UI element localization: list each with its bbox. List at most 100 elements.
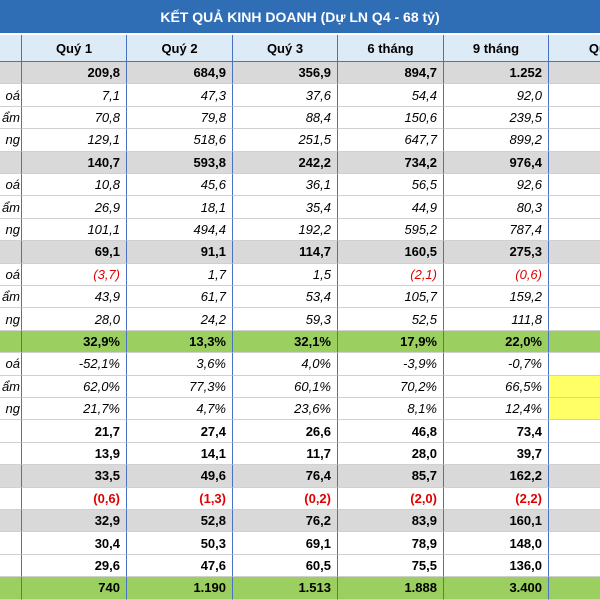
cell: 37,6 bbox=[233, 84, 338, 107]
cell: 12,4% bbox=[444, 398, 549, 421]
cell bbox=[549, 510, 600, 533]
cell: 14,1 bbox=[127, 442, 233, 466]
cell bbox=[549, 241, 600, 264]
cell: 60,5 bbox=[233, 554, 338, 578]
cell: 787,4 bbox=[444, 218, 549, 242]
cell: 162,2 bbox=[444, 465, 549, 488]
cell: 10,8 bbox=[22, 174, 127, 197]
cell bbox=[549, 196, 600, 219]
cell: 26,9 bbox=[22, 196, 127, 219]
cell: 91,1 bbox=[127, 241, 233, 264]
cell: 44,9 bbox=[338, 196, 444, 219]
cell: 47,6 bbox=[127, 554, 233, 578]
cell: 28,0 bbox=[22, 308, 127, 331]
cell bbox=[549, 174, 600, 197]
cell: 47,3 bbox=[127, 84, 233, 107]
cell: 39,7 bbox=[444, 442, 549, 466]
cell bbox=[549, 487, 600, 510]
cell bbox=[549, 353, 600, 376]
row-label: ẩm bbox=[0, 106, 22, 130]
cell: 77,3% bbox=[127, 375, 233, 398]
cell: (3,7) bbox=[22, 263, 127, 286]
cell: 3.400 bbox=[444, 577, 549, 600]
cell: 18,1 bbox=[127, 196, 233, 219]
cell: 4,0% bbox=[233, 353, 338, 376]
row-label: oá bbox=[0, 84, 22, 107]
cell: 78,9 bbox=[338, 532, 444, 555]
row-label: ng bbox=[0, 218, 22, 242]
cell: 894,7 bbox=[338, 62, 444, 85]
cell: 275,3 bbox=[444, 241, 549, 264]
row-label bbox=[0, 577, 22, 600]
cell: 66,5% bbox=[444, 375, 549, 398]
cell: 251,5 bbox=[233, 129, 338, 152]
cell: 32,9 bbox=[22, 510, 127, 533]
row-label: ẩm bbox=[0, 196, 22, 219]
cell: 593,8 bbox=[127, 151, 233, 174]
cell: 242,2 bbox=[233, 151, 338, 174]
cell: 192,2 bbox=[233, 218, 338, 242]
cell: 684,9 bbox=[127, 62, 233, 85]
cell: 160,1 bbox=[444, 510, 549, 533]
cell: 46,8 bbox=[338, 420, 444, 443]
cell: (2,1) bbox=[338, 263, 444, 286]
cell: 69,1 bbox=[233, 532, 338, 555]
cell: 3,6% bbox=[127, 353, 233, 376]
cell: 54,4 bbox=[338, 84, 444, 107]
cell bbox=[549, 532, 600, 555]
column-header: Quý 3 bbox=[233, 35, 338, 62]
cell: 24,2 bbox=[127, 308, 233, 331]
cell: 1,5 bbox=[233, 263, 338, 286]
cell: 35,4 bbox=[233, 196, 338, 219]
row-label: ẩm bbox=[0, 286, 22, 309]
cell: 22,0% bbox=[444, 330, 549, 354]
row-label: ẩm bbox=[0, 375, 22, 398]
row-label bbox=[0, 532, 22, 555]
cell: 32,9% bbox=[22, 330, 127, 354]
row-label bbox=[0, 465, 22, 488]
cell bbox=[549, 398, 600, 421]
cell: 11,7 bbox=[233, 442, 338, 466]
cell: 79,8 bbox=[127, 106, 233, 130]
cell: 62,0% bbox=[22, 375, 127, 398]
cell: 69,1 bbox=[22, 241, 127, 264]
cell bbox=[549, 218, 600, 242]
cell: 1.888 bbox=[338, 577, 444, 600]
cell: 43,9 bbox=[22, 286, 127, 309]
row-label: ng bbox=[0, 129, 22, 152]
cell bbox=[549, 84, 600, 107]
cell bbox=[549, 263, 600, 286]
row-label bbox=[0, 330, 22, 354]
cell: 36,1 bbox=[233, 174, 338, 197]
cell: (0,2) bbox=[233, 487, 338, 510]
cell: 50,3 bbox=[127, 532, 233, 555]
cell: 159,2 bbox=[444, 286, 549, 309]
cell: 356,9 bbox=[233, 62, 338, 85]
row-label: ng bbox=[0, 308, 22, 331]
cell: 29,6 bbox=[22, 554, 127, 578]
column-header: Quý bbox=[549, 35, 600, 62]
cell bbox=[549, 106, 600, 130]
cell: -3,9% bbox=[338, 353, 444, 376]
cell bbox=[549, 375, 600, 398]
cell: -52,1% bbox=[22, 353, 127, 376]
cell bbox=[549, 286, 600, 309]
cell: 7,1 bbox=[22, 84, 127, 107]
cell: 4,7% bbox=[127, 398, 233, 421]
cell: 518,6 bbox=[127, 129, 233, 152]
cell: 21,7 bbox=[22, 420, 127, 443]
cell bbox=[549, 577, 600, 600]
cell bbox=[549, 420, 600, 443]
cell: 1.190 bbox=[127, 577, 233, 600]
row-label bbox=[0, 554, 22, 578]
cell: 52,5 bbox=[338, 308, 444, 331]
cell: 33,5 bbox=[22, 465, 127, 488]
cell: 21,7% bbox=[22, 398, 127, 421]
column-header: Quý 2 bbox=[127, 35, 233, 62]
cell: 23,6% bbox=[233, 398, 338, 421]
cell: 136,0 bbox=[444, 554, 549, 578]
cell bbox=[549, 330, 600, 354]
cell: 76,4 bbox=[233, 465, 338, 488]
cell: 53,4 bbox=[233, 286, 338, 309]
